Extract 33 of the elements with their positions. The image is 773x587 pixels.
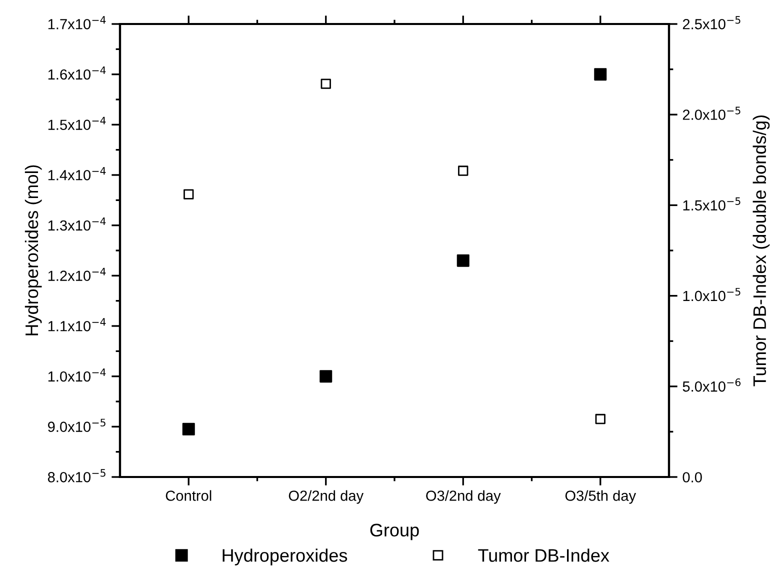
y2-tick-label: 0.0 (682, 472, 702, 482)
y-tick-label: 1.5x10$^{−4}$ (48, 116, 106, 130)
y-tick-label: 1.2x10$^{−4}$ (48, 268, 106, 281)
y-tick-label: 1.6x10$^{−4}$ (48, 66, 106, 80)
y-tick-label: 8.0x10$^{−5}$ (48, 469, 106, 482)
y-tick-label: 1.0x10$^{−4}$ (48, 368, 106, 382)
point (458, 166, 468, 176)
point (182, 422, 195, 436)
x-tick-label: O3/5th day (565, 490, 636, 504)
y-tick-label: 9.0x10$^{−5}$ (48, 418, 106, 432)
y2-tick-label: 2.5x10$^{−5}$ (682, 16, 740, 30)
point (320, 78, 331, 89)
point (320, 370, 332, 383)
x-tick-label: O2/2nd day (288, 490, 364, 504)
y2-axis-title: Tumor DB-Index (double bonds/g) (752, 115, 770, 386)
legend-label: Hydroperoxides (222, 548, 348, 566)
y-tick-label: 1.4x10$^{−4}$ (48, 167, 106, 180)
point (594, 68, 607, 81)
y-axis-title: Hydroperoxides (mol) (24, 165, 42, 336)
point (456, 254, 470, 267)
legend-label: Tumor DB-Index (478, 548, 610, 562)
y2-tick-label: 5.0x10$^{−6}$ (682, 378, 741, 392)
y-tick-label: 1.1x10$^{−4}$ (48, 318, 106, 332)
y2-tick-label: 1.0x10$^{−5}$ (683, 288, 740, 302)
point (595, 414, 606, 424)
x-tick-label: O3/2nd day (426, 490, 501, 504)
y2-tick-label: 1.5x10$^{−5}$ (683, 197, 740, 211)
y-tick-label: 1.3x10$^{−4}$ (48, 217, 106, 231)
y2-tick-label: 2.0x10$^{−5}$ (682, 106, 740, 120)
x-axis-title: Group (370, 524, 419, 540)
x-tick-label: Control (166, 490, 212, 501)
point (184, 189, 194, 200)
y-tick-label: 1.7x10$^{−4}$ (48, 16, 106, 30)
